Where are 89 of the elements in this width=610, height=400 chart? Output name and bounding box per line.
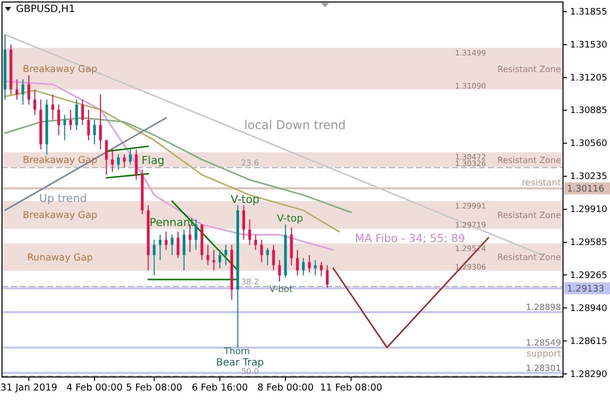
candlestick [314, 260, 317, 276]
candlestick [33, 88, 36, 116]
candlestick [248, 218, 252, 246]
y-tick-label: 1.28290 [570, 370, 608, 380]
annotation: MA Fibo - 34; 55; 89 [354, 232, 466, 245]
candlestick [105, 140, 108, 176]
candlestick [134, 148, 138, 180]
candlestick [260, 239, 263, 263]
y-tick-label: 1.29910 [570, 205, 608, 216]
candlestick [128, 148, 132, 166]
candlestick [152, 239, 156, 276]
candlestick [326, 264, 329, 288]
candlestick [22, 78, 24, 106]
candlestick [254, 234, 257, 250]
candlestick [290, 227, 293, 266]
ref-line-label: 1.28301 [526, 364, 561, 374]
candlestick [87, 109, 90, 141]
y-tick-label: 1.30885 [570, 106, 608, 116]
annotation: Bear Trap [216, 358, 264, 368]
chart-title: GBPUSD,H1 [16, 4, 76, 15]
y-tick-label: 1.31855 [570, 8, 608, 18]
annotation: Resistant Zone [497, 210, 561, 221]
band-label: Breakaway Gap [22, 64, 98, 75]
ref-line-label: 1.28898 [526, 303, 561, 314]
candlestick [308, 254, 311, 273]
x-tick-label: 5 Feb 08:00 [126, 382, 182, 394]
candlestick [57, 104, 60, 136]
candlestick [123, 154, 126, 168]
annotation: Resistant Zone [497, 252, 561, 263]
candlestick [212, 249, 216, 271]
candlestick [296, 249, 299, 276]
candlestick [176, 231, 180, 259]
annotation: support [526, 350, 562, 360]
candlestick [278, 260, 281, 282]
candlestick [224, 244, 228, 266]
candlestick [218, 249, 222, 269]
annotation: Resistant Zone [497, 156, 561, 166]
candlestick [93, 119, 96, 145]
candlestick [158, 234, 162, 261]
candlestick [111, 148, 114, 172]
annotation: 23.6 [241, 158, 259, 168]
band-label: Breakaway Gap [22, 210, 98, 222]
band-label: Runaway Gap [27, 252, 93, 264]
annotation: Flag [141, 154, 165, 167]
candlestick [75, 99, 78, 131]
y-tick-label: 1.30235 [570, 172, 608, 182]
y-tick-label: 1.30560 [570, 139, 608, 150]
x-tick-label: 31 Jan 2019 [0, 382, 58, 394]
candlestick [206, 244, 210, 266]
x-tick-label: 6 Feb 16:00 [192, 382, 248, 394]
candlestick [170, 234, 174, 256]
x-tick-label: 8 Feb 00:00 [257, 382, 314, 394]
candlestick [117, 154, 120, 170]
candlestick [182, 229, 186, 271]
candlestick [28, 74, 30, 106]
annotation: Thorn [223, 347, 250, 358]
x-tick-label: 11 Feb 08:00 [320, 382, 382, 394]
y-tick-label: 1.28940 [570, 304, 608, 314]
candlestick [266, 247, 269, 266]
annotation: V-bot [269, 285, 294, 296]
y-tick-label: 1.29585 [570, 238, 608, 248]
annotation: V-top [276, 214, 304, 224]
ref-line-label: 1.29133 [567, 284, 604, 294]
y-tick-label: 1.31205 [570, 74, 608, 84]
candlestick [69, 109, 72, 131]
ref-line-label: 1.28549 [526, 338, 561, 349]
candlestick [164, 231, 168, 250]
annotation: Up trend [39, 192, 87, 205]
candlestick [272, 244, 275, 271]
candlestick [63, 114, 66, 141]
annotation: V-top [230, 192, 260, 206]
annotation: 50.0 [241, 366, 259, 376]
candlestick [51, 94, 54, 120]
ref-line-label: 1.30116 [567, 184, 604, 195]
candlestick [81, 99, 84, 126]
candlestick [320, 262, 323, 277]
candlestick [194, 218, 198, 250]
candlestick [16, 78, 18, 100]
annotation: 38.2 [241, 278, 259, 287]
annotation: local Down trend [244, 118, 346, 132]
y-tick-label: 1.28615 [570, 336, 608, 347]
annotation: resistant [522, 178, 562, 188]
y-tick-label: 1.29265 [570, 270, 608, 281]
x-tick-label: 4 Feb 00:00 [66, 382, 123, 394]
candlestick [302, 258, 305, 276]
candlestick [242, 204, 246, 240]
candlestick [99, 94, 102, 150]
y-tick-label: 1.31530 [570, 40, 608, 51]
annotation: Resistant Zone [497, 64, 561, 75]
